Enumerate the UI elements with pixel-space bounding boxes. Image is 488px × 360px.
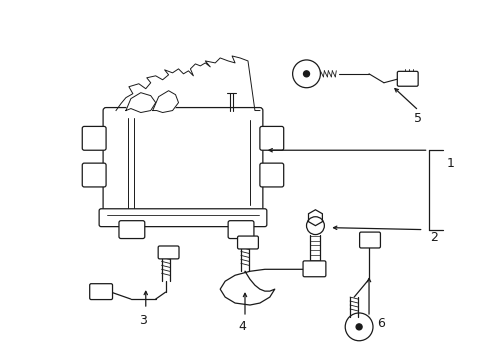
- Text: 4: 4: [238, 320, 245, 333]
- FancyBboxPatch shape: [89, 284, 112, 300]
- Polygon shape: [126, 93, 155, 113]
- FancyBboxPatch shape: [119, 221, 144, 239]
- FancyBboxPatch shape: [396, 71, 417, 86]
- FancyBboxPatch shape: [359, 232, 380, 248]
- FancyBboxPatch shape: [103, 108, 263, 218]
- Text: 6: 6: [376, 318, 384, 330]
- FancyBboxPatch shape: [303, 261, 325, 277]
- FancyBboxPatch shape: [237, 236, 258, 249]
- FancyBboxPatch shape: [158, 246, 179, 259]
- Text: 5: 5: [413, 112, 421, 125]
- FancyBboxPatch shape: [82, 126, 106, 150]
- Text: 2: 2: [429, 231, 438, 244]
- FancyBboxPatch shape: [82, 163, 106, 187]
- Text: 3: 3: [139, 314, 146, 327]
- Polygon shape: [152, 91, 178, 113]
- Circle shape: [355, 324, 361, 330]
- FancyBboxPatch shape: [259, 163, 283, 187]
- FancyBboxPatch shape: [259, 126, 283, 150]
- FancyBboxPatch shape: [228, 221, 253, 239]
- Circle shape: [303, 71, 309, 77]
- FancyBboxPatch shape: [99, 209, 266, 227]
- Text: 1: 1: [446, 157, 453, 170]
